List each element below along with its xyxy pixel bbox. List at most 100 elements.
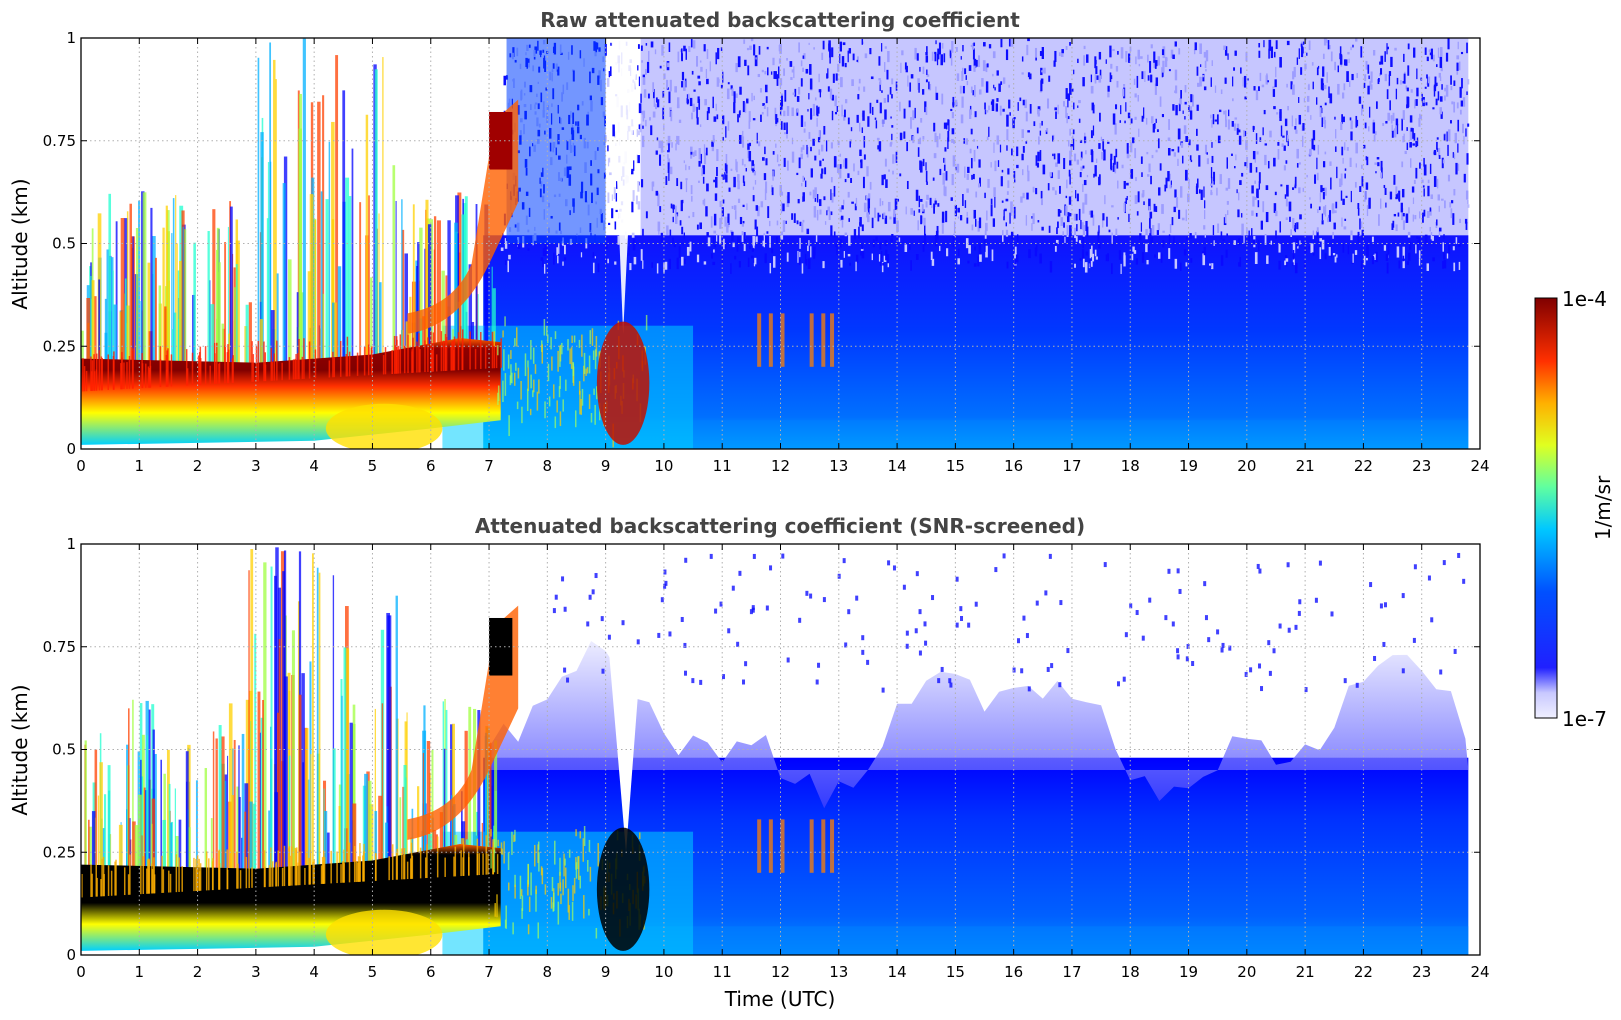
speckle	[934, 52, 937, 62]
plume-streak	[276, 273, 279, 367]
plume-streak	[250, 549, 254, 873]
speckle	[637, 130, 640, 136]
transition-streak	[557, 883, 559, 896]
speckle	[1409, 142, 1412, 148]
speckle	[944, 158, 946, 165]
speckle	[1130, 168, 1134, 179]
speckle	[1383, 184, 1386, 189]
speckle	[1211, 119, 1213, 128]
speckle	[831, 192, 834, 203]
band-spike	[95, 353, 98, 391]
speckle	[725, 126, 727, 138]
speckle	[1094, 249, 1097, 257]
sparse-return	[1035, 600, 1039, 606]
band-spike	[419, 349, 421, 373]
speckle	[1322, 192, 1325, 200]
band-spike	[148, 858, 150, 894]
speckle	[914, 47, 917, 60]
transition-streak	[578, 339, 581, 348]
speckle	[1238, 192, 1240, 201]
plume-streak	[141, 734, 145, 873]
speckle	[1000, 81, 1003, 85]
plume-streak	[81, 330, 84, 367]
speckle	[1364, 74, 1367, 82]
speckle	[970, 128, 973, 135]
sparse-return	[1044, 590, 1048, 596]
speckle	[1224, 77, 1227, 84]
plume-streak	[184, 229, 187, 367]
speckle	[719, 217, 722, 229]
speckle	[667, 62, 670, 68]
speckle	[1116, 161, 1119, 169]
speckle	[1452, 213, 1455, 225]
speckle	[703, 198, 706, 206]
plume-streak	[218, 725, 222, 873]
speckle	[1223, 45, 1226, 51]
plume-streak	[352, 803, 357, 873]
speckle	[751, 92, 753, 102]
speckle	[1319, 192, 1322, 203]
transition-streak	[528, 896, 531, 912]
speckle	[884, 109, 887, 120]
speckle	[1057, 221, 1059, 229]
speckle	[713, 213, 717, 226]
speckle	[1280, 184, 1283, 187]
sparse-return	[1442, 560, 1446, 566]
speckle	[990, 162, 992, 168]
sparse-return	[719, 601, 723, 607]
band-spike	[367, 344, 370, 376]
plume-streak	[266, 218, 269, 367]
speckle	[1089, 249, 1092, 259]
speckle	[988, 44, 992, 49]
speckle	[1063, 157, 1066, 170]
speckle	[1320, 185, 1323, 193]
transition-streak	[559, 857, 561, 876]
speckle	[1425, 102, 1428, 106]
speckle	[663, 73, 666, 80]
speckle	[859, 217, 862, 227]
speckle	[808, 93, 810, 100]
transition-streak	[502, 330, 504, 338]
speckle	[954, 99, 958, 106]
plume-streak	[338, 806, 341, 873]
speckle	[773, 256, 776, 268]
transition-streak	[554, 331, 557, 339]
speckle	[965, 75, 967, 80]
speckle	[1393, 128, 1397, 138]
speckle	[713, 236, 715, 244]
band-spike	[248, 867, 250, 889]
speckle	[1173, 206, 1176, 213]
plume-streak	[210, 818, 213, 873]
speckle	[1152, 123, 1155, 133]
speckle	[818, 89, 822, 93]
top-y-axis-label: Altitude (km)	[8, 178, 32, 309]
speckle	[1268, 39, 1272, 51]
speckle	[884, 46, 887, 49]
speckle	[979, 177, 981, 187]
speckle	[1060, 53, 1064, 58]
top-axis-ticks: 0 1 2 3 4 5 6 7 8 9 10 11 12 13 14 15 16 17 18 19 20 21 22 23 24…	[43, 29, 1490, 475]
speckle	[636, 154, 638, 164]
plume-streak	[283, 550, 287, 873]
x-tick-label: 7	[484, 963, 494, 981]
sparse-return	[1244, 671, 1248, 677]
speckle	[1407, 231, 1411, 238]
speckle	[1426, 56, 1429, 62]
speckle	[1434, 76, 1437, 88]
speckle	[879, 198, 882, 207]
band-spike	[214, 353, 216, 384]
speckle	[1321, 117, 1324, 128]
sparse-return	[1124, 632, 1128, 638]
sparse-return	[1453, 648, 1457, 654]
band-spike	[424, 340, 426, 373]
speckle	[1232, 98, 1234, 102]
speckle	[527, 248, 530, 251]
speckle	[634, 74, 637, 80]
speckle	[934, 200, 937, 205]
speckle	[810, 168, 813, 178]
speckle	[1239, 180, 1242, 186]
speckle	[1112, 48, 1115, 52]
speckle	[1082, 183, 1084, 193]
speckle	[1134, 93, 1137, 98]
sparse-return	[1103, 562, 1107, 568]
